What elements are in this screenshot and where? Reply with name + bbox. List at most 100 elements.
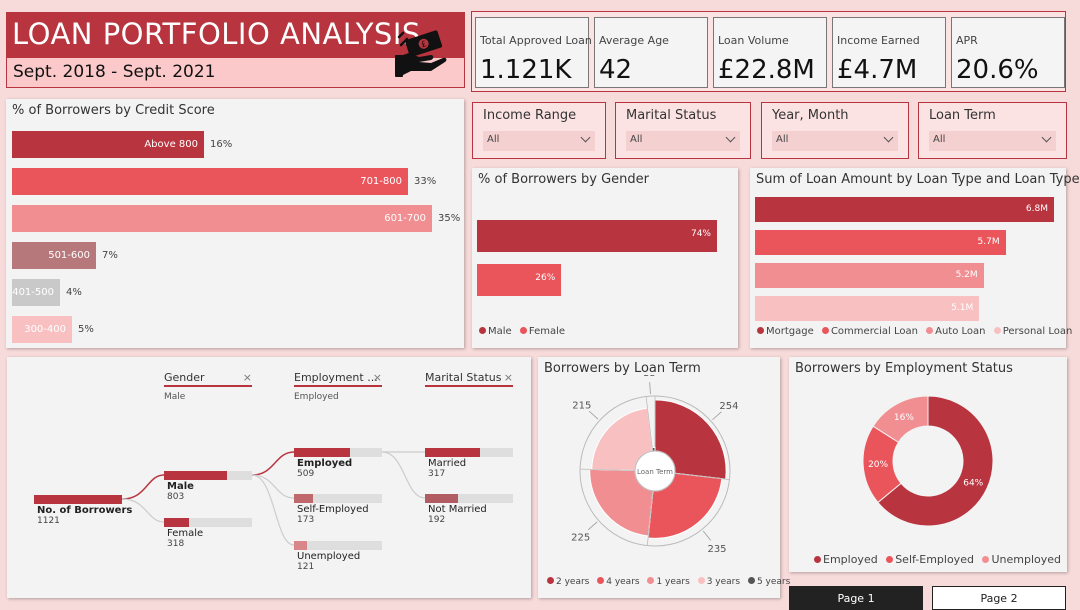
level-filter: Employed — [294, 392, 339, 402]
node-label: Unemployed — [297, 551, 361, 562]
rose-label-leader — [588, 410, 599, 420]
loan-term-dropdown[interactable]: All — [929, 131, 1056, 151]
legend-dot — [597, 577, 605, 584]
svg-text:£: £ — [420, 39, 428, 49]
node-value: 318 — [167, 539, 185, 549]
bar-category-label: 300-400 — [24, 324, 66, 335]
kpi-label: APR — [956, 34, 978, 47]
kpi-card-apr: APR 20.6% — [951, 17, 1065, 88]
legend-item: Employed — [823, 553, 878, 566]
kpi-card-loan-volume: Loan Volume £22.8M — [713, 17, 827, 88]
tree-level-employment[interactable]: Employment ... × — [294, 371, 382, 387]
chevron-down-icon — [1041, 132, 1052, 143]
rose-value-label: 18 — [643, 375, 656, 379]
node-label: Not Married — [428, 504, 487, 515]
legend-item: 1 years — [656, 577, 690, 587]
node-value: 121 — [297, 562, 315, 572]
employment-status-chart[interactable]: Borrowers by Employment Status 64% 20% 16%… — [789, 357, 1067, 572]
donut-value-label: 20% — [868, 460, 888, 470]
credit-bar: 401-500 4% — [12, 279, 82, 306]
year-month-dropdown[interactable]: All — [772, 131, 898, 151]
legend-dot — [647, 577, 655, 584]
close-icon[interactable]: × — [372, 371, 382, 384]
bar-category-label: Above 800 — [144, 139, 198, 150]
page-title: LOAN PORTFOLIO ANALYSIS — [12, 17, 421, 51]
bar-category-label: 401-500 — [12, 287, 54, 298]
legend-item: 4 years — [606, 577, 640, 587]
legend-dot — [479, 327, 486, 334]
dropdown-value: All — [933, 134, 946, 145]
kpi-label: Total Approved Loan — [480, 34, 592, 47]
level-title: Marital Status — [425, 371, 502, 384]
legend-item: 2 years — [556, 577, 590, 587]
bar-value-label: 74% — [690, 229, 711, 239]
node-label: Male — [167, 481, 194, 492]
node-bar — [425, 448, 480, 457]
gender-chart[interactable]: % of Borrowers by Gender 74% 26% Male Fem… — [472, 168, 738, 348]
bar-value-label: 5.7M — [977, 237, 1000, 247]
donut-slice-unemployed — [872, 395, 929, 443]
credit-bar: 501-600 7% — [12, 242, 118, 269]
employment-donut: 64% 20% 16% — [862, 395, 994, 527]
bar-value-label: 7% — [102, 250, 118, 261]
bar-value-label: 5.1M — [951, 303, 974, 313]
header-band — [7, 13, 464, 58]
rose-label-leader — [649, 382, 651, 395]
close-icon[interactable]: × — [503, 371, 513, 384]
credit-bar: 300-400 5% — [12, 316, 94, 343]
legend-dot — [814, 556, 821, 563]
node-bar — [294, 448, 350, 457]
kpi-card-income-earned: Income Earned £4.7M — [832, 17, 946, 88]
credit-bar: 601-700 35% — [12, 205, 460, 232]
tree-level-marital[interactable]: Marital Status × — [425, 371, 513, 387]
legend-dot — [993, 327, 1001, 334]
level-title: Gender — [164, 371, 205, 384]
node-bar — [294, 541, 307, 550]
legend-dot — [697, 577, 705, 584]
legend-item: Personal Loan — [1002, 326, 1073, 337]
node-label: Self-Employed — [297, 504, 369, 515]
loan-type-bar: 6.8M — [755, 197, 1054, 222]
level-filter: Male — [164, 392, 186, 402]
tree-connectors — [121, 451, 426, 546]
rose-center — [634, 450, 676, 492]
legend-item: Unemployed — [991, 553, 1061, 566]
slicer-title: Marital Status — [626, 108, 717, 123]
legend-item: 5 years — [756, 577, 791, 587]
decomposition-tree[interactable]: Gender × Male Employment ... × Employed … — [7, 357, 531, 598]
credit-score-chart[interactable]: % of Borrowers by Credit Score Above 800… — [6, 99, 464, 348]
kpi-strip: Total Approved Loan 1.121K Average Age 4… — [471, 11, 1066, 92]
legend-dot — [747, 577, 755, 584]
bar-value-label: 5% — [78, 324, 94, 335]
dropdown-value: All — [487, 134, 500, 145]
slicer-title: Income Range — [483, 108, 577, 123]
kpi-value: 1.121K — [480, 55, 572, 85]
loan-term-chart[interactable]: Borrowers by Loan Term 254 235 225 215 18 Loa… — [538, 357, 790, 598]
rose-value-label: 254 — [719, 401, 738, 412]
legend-dot — [757, 327, 764, 334]
page-1-button[interactable]: Page 1 — [789, 586, 923, 610]
legend-item: Mortgage — [766, 326, 814, 337]
rose-label-leader — [587, 521, 598, 531]
bar-value-label: 4% — [66, 287, 82, 298]
loan-type-bar: 5.7M — [755, 230, 1006, 255]
loan-term-rose: 254 235 225 215 18 Loan Term — [571, 375, 738, 555]
marital-status-dropdown[interactable]: All — [626, 131, 740, 151]
loan-type-bar: 5.1M — [755, 296, 980, 321]
page-2-button[interactable]: Page 2 — [932, 586, 1066, 610]
chart-title: % of Borrowers by Credit Score — [12, 103, 215, 118]
node-value: 173 — [297, 515, 315, 525]
node-label: Married — [428, 458, 467, 469]
slicer-title: Loan Term — [929, 108, 996, 123]
chart-legend: Employed Self-Employed Unemployed — [809, 553, 1061, 566]
node-value: 803 — [167, 492, 185, 502]
bar-value-label: 6.8M — [1025, 204, 1048, 214]
close-icon[interactable]: × — [242, 371, 252, 384]
loan-type-chart[interactable]: Sum of Loan Amount by Loan Type and Loan… — [750, 168, 1080, 348]
donut-value-label: 16% — [894, 413, 914, 423]
tree-level-gender[interactable]: Gender × — [164, 371, 252, 387]
rose-label-leader — [702, 530, 712, 541]
income-range-dropdown[interactable]: All — [483, 131, 595, 151]
node-bar — [294, 494, 313, 503]
legend-dot — [519, 327, 527, 334]
